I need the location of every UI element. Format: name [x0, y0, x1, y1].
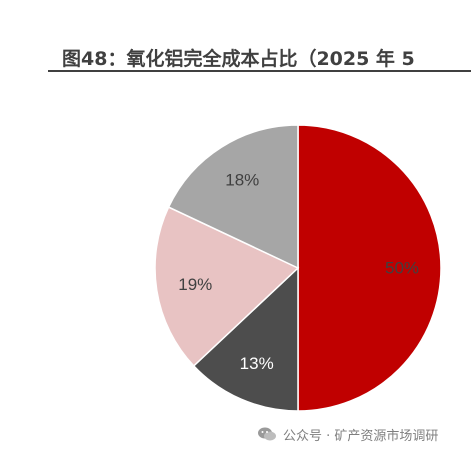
slice-label-1: 13% [240, 354, 274, 373]
pie-slice-0 [297, 124, 442, 412]
slice-label-0: 50% [385, 259, 419, 278]
pie-slice-2 [154, 206, 300, 367]
chart-title: 图48：氧化铝完全成本占比（2025 年 5 [62, 48, 415, 70]
pie-slice-3 [167, 124, 299, 270]
slice-label-3: 18% [225, 171, 259, 190]
pie-slice-1 [192, 266, 299, 412]
watermark-text: 公众号 · 矿产资源市场调研 [283, 428, 439, 444]
title-underline [48, 70, 471, 72]
watermark: 公众号 · 矿产资源市场调研 [257, 424, 438, 444]
slice-label-2: 19% [178, 275, 212, 294]
wechat-icon [258, 427, 276, 441]
